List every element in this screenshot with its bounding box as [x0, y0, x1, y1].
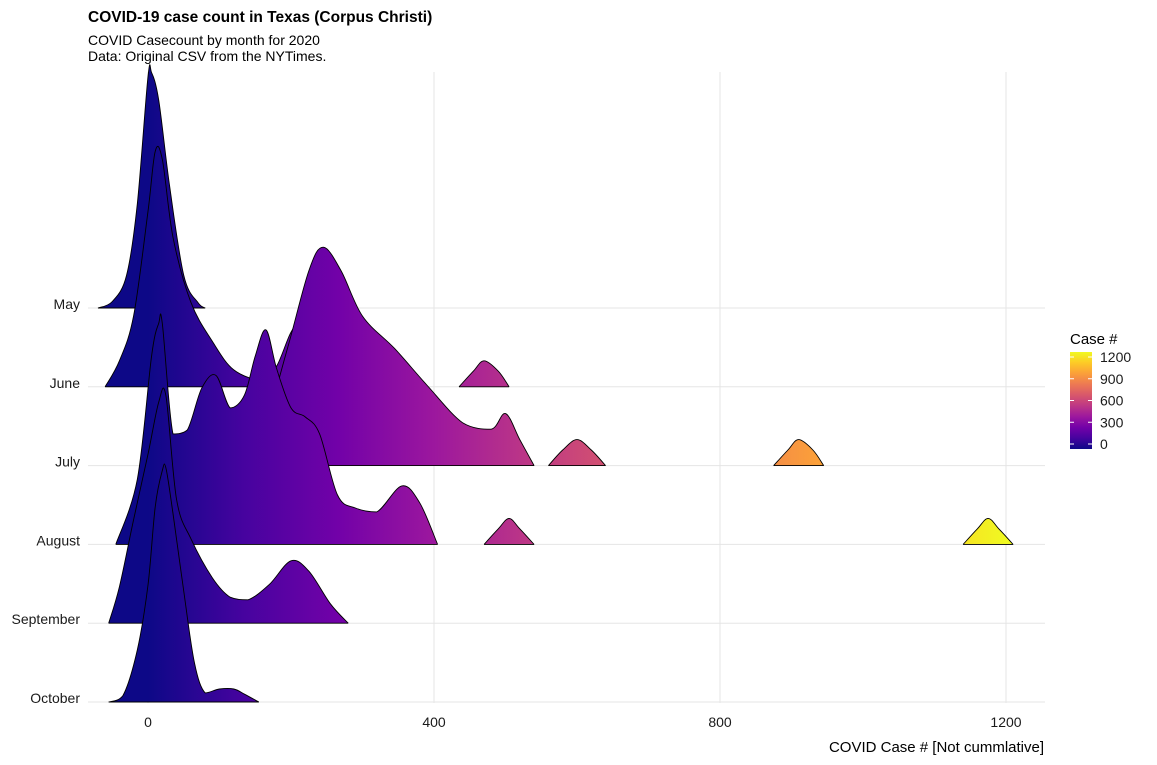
legend-tick-label: 300	[1100, 414, 1124, 430]
ridge-outline	[548, 439, 606, 466]
x-axis-ticks: 0 400 800 1200	[144, 714, 1022, 730]
y-tick-label: September	[12, 611, 81, 627]
ridge-area	[240, 247, 535, 466]
legend-tick-label: 600	[1100, 393, 1124, 409]
y-axis-labels: May June July August September October	[12, 296, 81, 706]
subtitle-line: Data: Original CSV from the NYTimes.	[88, 48, 327, 64]
legend-tick-label: 1200	[1100, 349, 1131, 365]
ridge-area	[773, 439, 824, 466]
ridge-area	[963, 518, 1014, 545]
ridge-outline	[962, 517, 1014, 545]
ridge-outline	[773, 439, 825, 466]
legend-colorbar	[1070, 352, 1092, 449]
ridge-area	[484, 518, 535, 545]
ridge-outline	[97, 64, 206, 309]
chart-subtitle: COVID Casecount by month for 2020 Data: …	[88, 32, 326, 64]
ridge-area	[459, 360, 510, 387]
y-tick-label: July	[55, 454, 80, 470]
ridge-outline	[108, 463, 260, 703]
x-axis-title: COVID Case # [Not cummlative]	[829, 739, 1044, 756]
legend-title: Case #	[1070, 331, 1118, 348]
legend-tick-label: 0	[1100, 436, 1108, 452]
ridge-october	[108, 463, 260, 703]
ridge-outline	[483, 517, 535, 545]
ridge-outline	[108, 387, 349, 624]
x-tick-label: 800	[708, 714, 732, 730]
y-tick-label: May	[54, 296, 80, 312]
subtitle-line: COVID Casecount by month for 2020	[88, 32, 320, 48]
x-tick-label: 0	[144, 714, 152, 730]
x-tick-label: 1200	[990, 714, 1021, 730]
ridge-august	[115, 313, 1014, 545]
ridge-outline	[115, 313, 439, 545]
ridge-area	[108, 463, 259, 702]
ridge-outline	[240, 246, 535, 466]
ridge-area	[548, 439, 606, 466]
y-tick-label: October	[30, 690, 80, 706]
ridge-outline	[458, 360, 510, 388]
chart-title: COVID-19 case count in Texas (Corpus Chr…	[88, 9, 433, 26]
ridge-area	[115, 313, 438, 545]
legend-tick-label: 900	[1100, 371, 1124, 387]
legend: Case # 0 300 600 900 1200	[1070, 331, 1131, 452]
y-tick-label: June	[50, 375, 81, 391]
x-tick-label: 400	[422, 714, 446, 730]
y-tick-label: August	[36, 532, 80, 548]
ridges	[97, 64, 1014, 703]
